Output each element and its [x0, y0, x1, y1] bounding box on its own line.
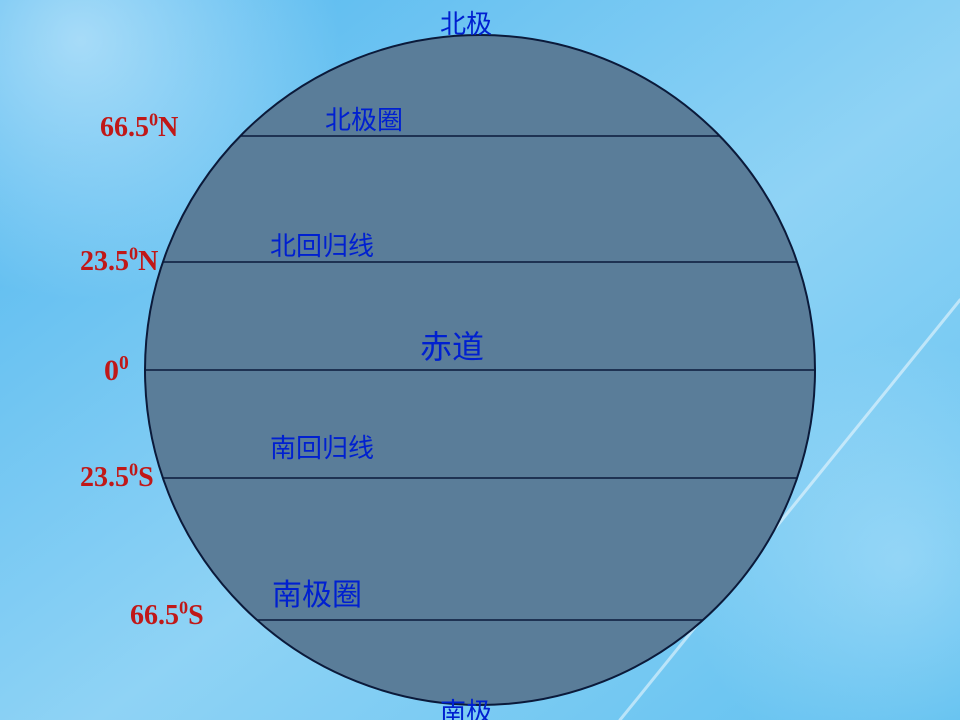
latitude-value-antarctic: 66.50S: [130, 600, 204, 632]
lat-suffix: N: [138, 246, 158, 277]
lat-sup: 0: [179, 598, 188, 618]
lat-base: 23.5: [80, 462, 129, 493]
lat-suffix: S: [188, 600, 204, 631]
south-pole-label: 南极: [440, 692, 492, 720]
lat-base: 66.5: [130, 600, 179, 631]
latitude-value-arctic: 66.50N: [100, 112, 178, 144]
lat-sup: 0: [129, 460, 138, 480]
north-pole-label: 北极: [440, 4, 492, 41]
lat-suffix: N: [158, 112, 178, 143]
lat-sup: 0: [129, 244, 138, 264]
latitude-value-capricorn: 23.50S: [80, 462, 154, 494]
latitude-name-arctic: 北极圈: [325, 100, 403, 137]
lat-sup: 0: [119, 353, 129, 374]
latitude-value-equator: 00: [104, 354, 129, 388]
lat-suffix: S: [138, 462, 154, 493]
lat-base: 0: [104, 354, 119, 387]
latitude-value-cancer: 23.50N: [80, 246, 158, 278]
lat-sup: 0: [149, 110, 158, 130]
lat-base: 23.5: [80, 246, 129, 277]
latitude-name-antarctic: 南极圈: [272, 570, 362, 614]
lat-base: 66.5: [100, 112, 149, 143]
latitude-name-cancer: 北回归线: [270, 226, 374, 263]
latitude-name-capricorn: 南回归线: [270, 428, 374, 465]
diagram-stage: 66.50N北极圈23.50N北回归线00赤道23.50S南回归线66.50S南…: [0, 0, 960, 720]
latitude-name-equator: 赤道: [420, 322, 484, 368]
